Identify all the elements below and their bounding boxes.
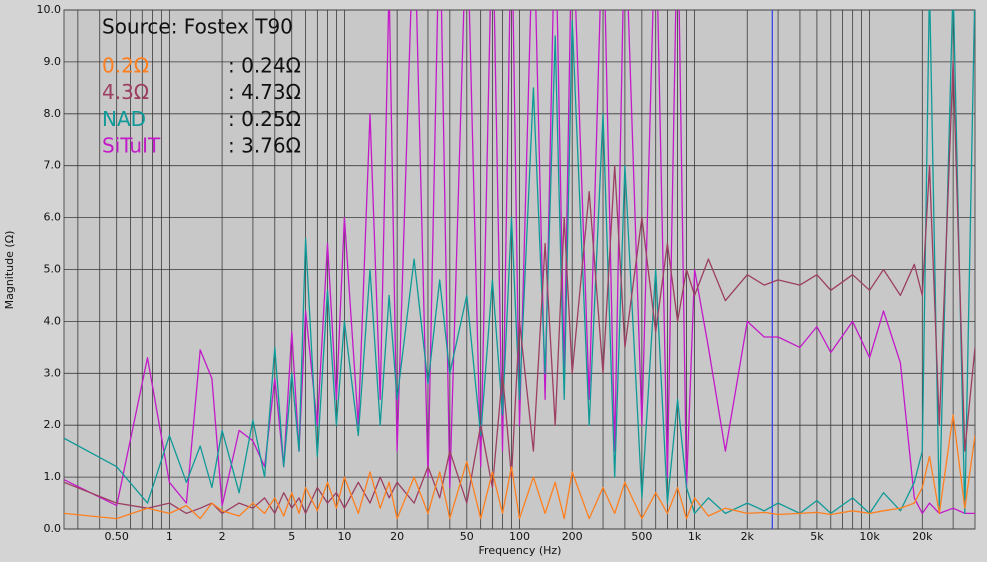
lines	[64, 10, 975, 520]
legend-value: : 3.76Ω	[228, 134, 301, 158]
legend-name: 0.2Ω	[102, 54, 149, 78]
legend: Source: Fostex T90 0.2Ω : 0.24Ω 4.3Ω : 4.73…	[102, 15, 301, 158]
x-tick-label: 5	[288, 530, 295, 543]
x-tick-label: 2	[219, 530, 226, 543]
y-tick-label: 4.0	[44, 314, 62, 327]
x-axis-label: Frequency (Hz)	[479, 544, 562, 557]
y-tick-label: 0.0	[44, 522, 62, 535]
series-line	[64, 61, 975, 515]
x-tick-label: 200	[562, 530, 583, 543]
x-tick-label: 100	[509, 530, 530, 543]
y-tick-label: 3.0	[44, 366, 62, 379]
x-tick-label: 10k	[859, 530, 880, 543]
y-tick-label: 7.0	[44, 159, 62, 172]
x-tick-label: 2k	[741, 530, 755, 543]
x-tick-label: 5k	[810, 530, 824, 543]
x-tick-label: 10	[337, 530, 351, 543]
x-tick-label: 1k	[688, 530, 702, 543]
y-tick-label: 5.0	[44, 263, 62, 276]
legend-value: : 0.25Ω	[228, 107, 301, 131]
x-tick-label: 1	[166, 530, 173, 543]
x-tick-label: 50	[460, 530, 474, 543]
series-line	[64, 10, 975, 515]
y-axis-label: Magnitude (Ω)	[3, 231, 16, 310]
legend-value: : 0.24Ω	[228, 54, 301, 78]
legend-title: Source: Fostex T90	[102, 15, 293, 39]
x-tick-label: 20	[390, 530, 404, 543]
y-tick-label: 2.0	[44, 418, 62, 431]
y-tick-label: 9.0	[44, 55, 62, 68]
x-tick-label: 20k	[912, 530, 933, 543]
y-tick-label: 6.0	[44, 211, 62, 224]
legend-name: NAD	[102, 107, 146, 131]
legend-name: 4.3Ω	[102, 80, 149, 104]
y-tick-label: 8.0	[44, 107, 62, 120]
y-tick-label: 1.0	[44, 470, 62, 483]
legend-value: : 4.73Ω	[228, 80, 301, 104]
legend-name: SiTuIT	[102, 134, 161, 158]
series-line	[64, 10, 975, 515]
x-tick-label: 500	[631, 530, 652, 543]
y-tick-label: 10.0	[37, 3, 62, 16]
x-tick-label: 0.50	[104, 530, 129, 543]
series-line	[64, 414, 975, 520]
grid	[64, 9, 975, 530]
